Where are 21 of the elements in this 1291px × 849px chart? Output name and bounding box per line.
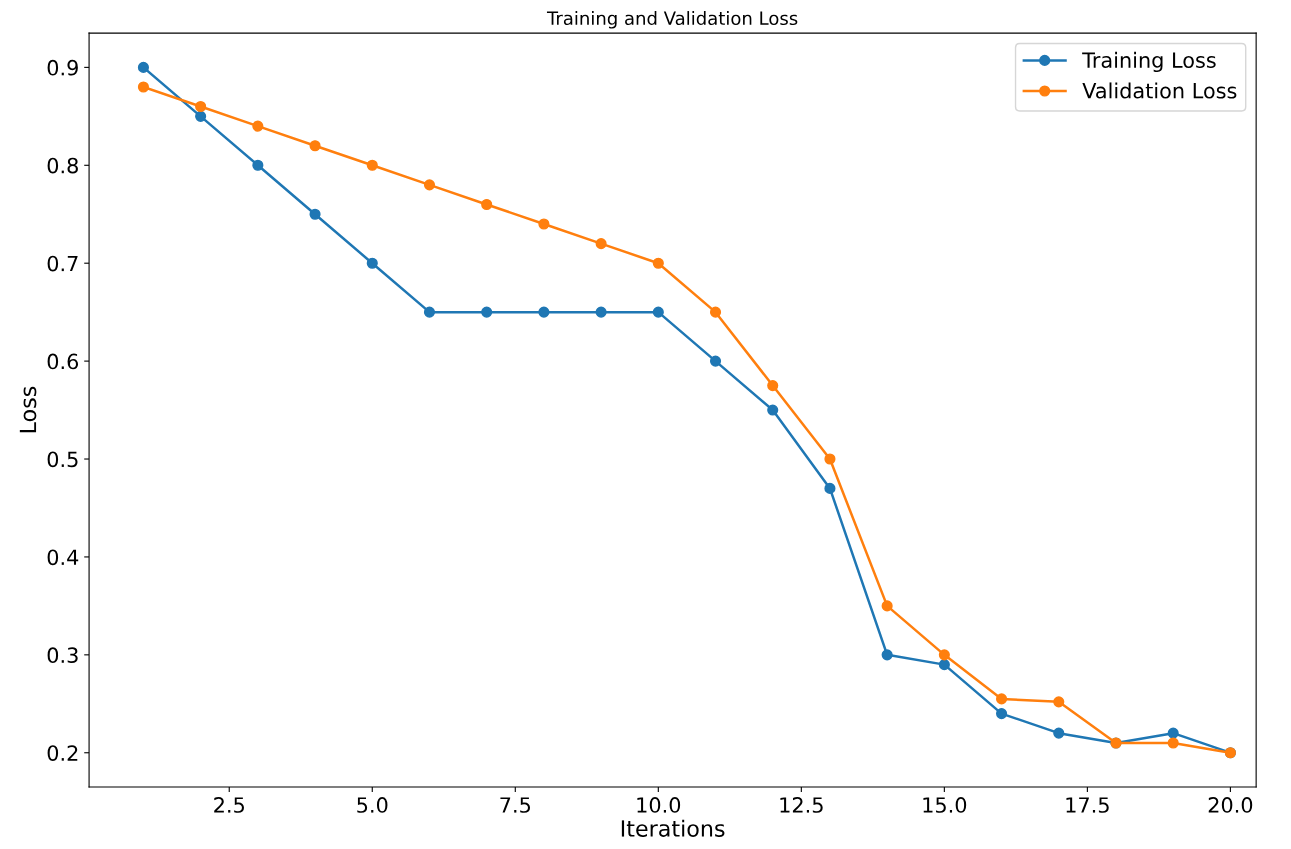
x-tick-label: 12.5 (780, 797, 823, 813)
x-tick-label: 10.0 (637, 797, 681, 813)
y-tick-label: 0.5 (47, 451, 78, 468)
y-tick-label: 0.4 (47, 549, 79, 566)
y-tick-label: 0.3 (47, 647, 78, 664)
x-tick-label: 15.0 (923, 797, 967, 813)
x-tick-label: 17.5 (1066, 797, 1109, 813)
x-tick-label: 20.0 (1208, 797, 1253, 813)
chart-title: Training and Validation Loss (546, 11, 798, 29)
y-tick-label: 0.6 (47, 353, 79, 370)
x-tick-label: 7.5 (500, 797, 531, 813)
legend-label: Validation Loss (1082, 82, 1237, 99)
x-tick-label: 5.0 (357, 797, 388, 813)
legend-label: Training Loss (1082, 51, 1216, 73)
x-axis-title: Iterations (621, 819, 725, 837)
y-tick-label: 0.8 (47, 157, 78, 174)
y-tick-label: 0.7 (47, 255, 78, 272)
y-axis-title: Loss (19, 386, 37, 433)
y-tick-label: 0.2 (47, 745, 78, 761)
y-tick-label: 0.9 (47, 59, 78, 76)
x-tick-label: 2.5 (214, 797, 244, 813)
